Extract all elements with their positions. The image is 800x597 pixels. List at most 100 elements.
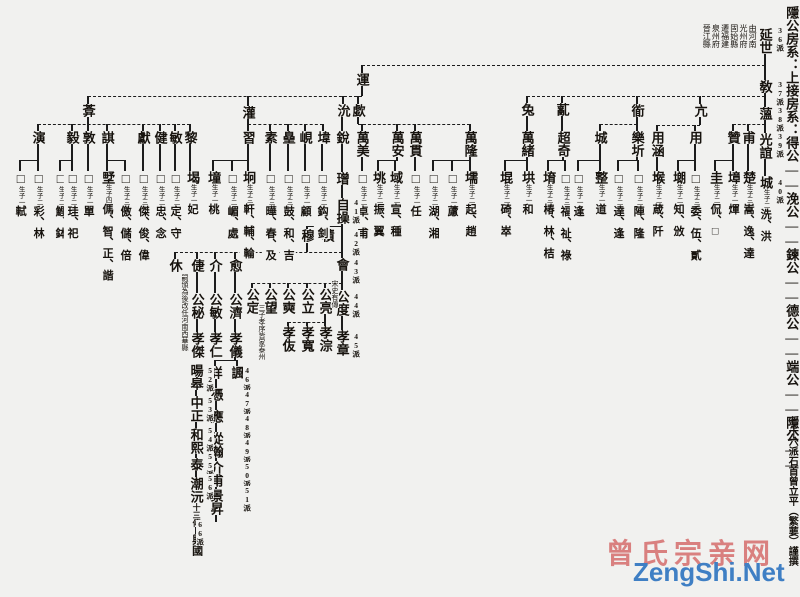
person-node: □ [355, 171, 371, 186]
line [341, 144, 343, 356]
generation-label: 66派 [195, 520, 205, 546]
sons-count-label: 生子三 [692, 186, 700, 206]
line [699, 117, 701, 125]
sons-count-label: 生子二 [430, 186, 438, 206]
person-node: 整 [593, 171, 609, 184]
person-node: □ [426, 171, 442, 186]
generation-label: 45派 [351, 332, 361, 358]
line [37, 144, 39, 160]
line [636, 157, 638, 161]
line [396, 157, 398, 161]
generation-label: 39派 [775, 132, 785, 158]
line [234, 271, 236, 294]
line [175, 252, 342, 253]
line [699, 96, 701, 105]
sons-list: 和 [521, 203, 534, 215]
line [599, 144, 601, 160]
line [637, 160, 639, 171]
descendants-unit: □生子二珪、祀 [63, 171, 81, 239]
descendants-unit: 㙟生子二知、攽 [669, 171, 687, 237]
person-node: 皨 [280, 131, 296, 144]
line [247, 119, 249, 124]
person-node: 璔 [334, 172, 350, 185]
person-node: 孝傑 [189, 332, 205, 358]
person-node: □ [688, 171, 704, 186]
person-node: 亢 [692, 104, 708, 117]
sons-list: 逢 [572, 205, 585, 217]
sons-count-label: 生子二 [375, 184, 383, 204]
line [106, 144, 108, 160]
generation-label: 42派 [351, 230, 361, 256]
sons-list: 陣、隆 [632, 205, 645, 239]
line [414, 124, 416, 132]
sons-count-label: 生子一 [17, 186, 25, 206]
line [636, 96, 638, 105]
sons-list: 鼓、和、吉 [282, 205, 295, 261]
person-node: □ [118, 171, 134, 186]
sons-list: 顧 [299, 205, 312, 217]
person-node: 孝伖 [280, 326, 296, 352]
sons-list: 嵩、逸、達 [742, 203, 755, 259]
person-node: 壖 [463, 171, 479, 184]
line [213, 160, 248, 162]
sons-count-label: 生子三 [562, 186, 570, 206]
person-node: 衜 [629, 104, 645, 117]
person-node: 薀 [757, 107, 773, 120]
descendants-unit: 堠生子二葴、阡 [648, 171, 666, 237]
line [714, 160, 716, 171]
sons-list: 宣、種 [389, 203, 402, 237]
person-node: 堉 [541, 171, 557, 184]
line [71, 144, 73, 160]
descendants-unit: □生子一單 [79, 171, 97, 217]
person-node: 贊 [725, 131, 741, 144]
line [357, 117, 359, 124]
descendants-unit: 墇生子一煇 [724, 171, 742, 215]
annotation: 三子孝序皆家泰州 [258, 304, 267, 360]
line [657, 125, 700, 126]
generation-label: 37派 [775, 80, 785, 106]
sons-count-label: 生子三 [245, 184, 253, 204]
sons-list: 妃 [186, 203, 199, 215]
sons-list: 軒、輔、輪 [242, 203, 255, 259]
line [174, 124, 176, 132]
line [732, 124, 734, 132]
generation-label: 49派 [242, 438, 252, 464]
sons-list: 振、翼 [372, 203, 385, 237]
person-node: 堨 [185, 171, 201, 184]
sons-list: 定、守 [169, 205, 182, 239]
sons-list: 軾 [14, 205, 27, 217]
line [432, 160, 434, 171]
sons-list: 桃 [207, 203, 220, 215]
person-node: 習 [240, 131, 256, 144]
line [361, 157, 363, 171]
line [694, 125, 696, 132]
person-node: 楚 [741, 171, 757, 184]
sons-count-label: 生子二 [762, 189, 770, 209]
line [124, 160, 126, 171]
descendants-unit: 堉生子三椿、林、桔 [539, 171, 557, 259]
descendants-unit: □生子三委、伍、貳 [686, 171, 704, 261]
generation-label: 43派 [351, 258, 361, 284]
person-node: 銳 [334, 131, 350, 144]
descendants-unit: 整生子一道 [591, 171, 609, 215]
descendants-unit: □生子二忠、念 [151, 171, 169, 239]
line [71, 160, 73, 171]
person-node: 灌 [240, 106, 256, 119]
sons-list: 彩、林 [32, 205, 45, 239]
sons-count-label: 生子二 [57, 186, 65, 206]
line [215, 360, 237, 362]
line [306, 283, 308, 289]
line [269, 283, 271, 289]
line [617, 160, 619, 171]
person-node: 堠 [650, 171, 666, 184]
descendants-unit: 垗生子二振、翼 [369, 171, 387, 237]
person-node: 用 [687, 131, 703, 144]
person-node: 延世 [757, 28, 773, 54]
sons-count-label: 生子二 [615, 186, 623, 206]
line [548, 160, 565, 162]
sons-list: 忠、念 [154, 205, 167, 239]
person-node: 諆 [99, 131, 115, 144]
person-node: □ [81, 171, 97, 186]
descendants-unit: □生子三鼓、和、吉 [279, 171, 297, 261]
